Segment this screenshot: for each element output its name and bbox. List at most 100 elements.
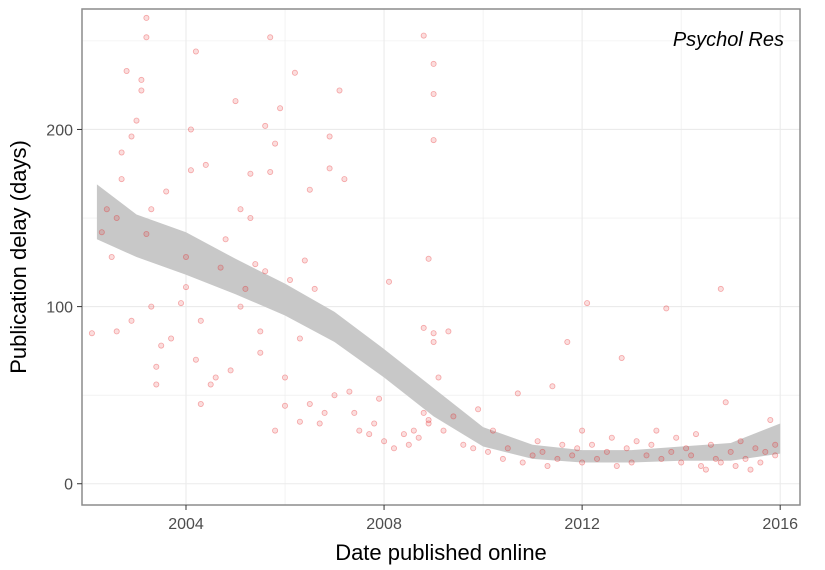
data-point [415,434,422,441]
data-point [390,445,397,452]
data-point [351,409,358,416]
data-point [752,445,759,452]
data-point [336,87,343,94]
data-point [450,413,457,420]
data-point [594,455,601,462]
data-point [693,431,700,438]
data-point [440,427,447,434]
data-point [762,448,769,455]
data-point [326,133,333,140]
data-point [331,392,338,399]
data-point [212,374,219,381]
data-point [192,48,199,55]
data-point [519,459,526,466]
data-point [143,34,150,41]
data-point [103,206,110,213]
data-point [475,406,482,413]
data-point [579,459,586,466]
data-point [460,441,467,448]
data-point [381,438,388,445]
data-point [247,170,254,177]
data-point [376,395,383,402]
data-point [296,418,303,425]
data-point [732,462,739,469]
data-point [237,206,244,213]
data-point [346,388,353,395]
data-point [430,338,437,345]
data-point [232,98,239,105]
y-tick-label: 0 [64,477,73,494]
data-point [772,452,779,459]
x-tick-label: 2012 [564,516,600,533]
data-point [108,253,115,260]
data-point [187,167,194,174]
data-point [425,416,432,423]
data-point [252,261,259,268]
data-point [281,402,288,409]
data-point [197,400,204,407]
data-point [123,68,130,75]
data-point [182,253,189,260]
data-point [767,416,774,423]
data-point [153,363,160,370]
data-point [286,276,293,283]
smooth-confidence-band [96,184,781,463]
data-point [589,441,596,448]
data-point [371,420,378,427]
data-point [702,466,709,473]
data-point [484,448,491,455]
data-point [579,427,586,434]
data-point [321,409,328,416]
x-tick-label: 2016 [762,516,798,533]
data-point [445,328,452,335]
data-point [549,383,556,390]
data-point [257,349,264,356]
data-point [262,268,269,275]
data-point [148,206,155,213]
data-point [227,367,234,374]
data-point [430,330,437,337]
data-point [237,303,244,310]
data-point [257,328,264,335]
data-point [267,168,274,175]
data-point [643,452,650,459]
data-point [499,455,506,462]
data-point [569,452,576,459]
data-point [648,441,655,448]
data-point [281,374,288,381]
data-point [222,236,229,243]
data-point [301,257,308,264]
data-point [385,278,392,285]
data-point [207,381,214,388]
data-point [153,381,160,388]
data-point [143,14,150,21]
data-point [608,434,615,441]
data-point [192,356,199,363]
data-point [603,448,610,455]
x-tick-label: 2004 [168,516,204,533]
data-point [678,459,685,466]
data-point [316,420,323,427]
data-point [148,303,155,310]
panel-annotation: Psychol Res [673,29,784,51]
data-point [277,105,284,112]
data-point [435,374,442,381]
data-point [143,230,150,237]
data-point [613,462,620,469]
data-point [470,445,477,452]
y-axis-title: Publication delay (days) [6,140,31,374]
data-point [217,264,224,271]
data-point [366,431,373,438]
data-point [425,255,432,262]
data-point [267,34,274,41]
data-point [326,165,333,172]
data-point [98,229,105,236]
data-point [489,427,496,434]
data-point [430,60,437,67]
data-point [742,455,749,462]
data-point [628,459,635,466]
data-point [118,149,125,156]
data-point [554,455,561,462]
data-point [420,409,427,416]
data-point [118,176,125,183]
